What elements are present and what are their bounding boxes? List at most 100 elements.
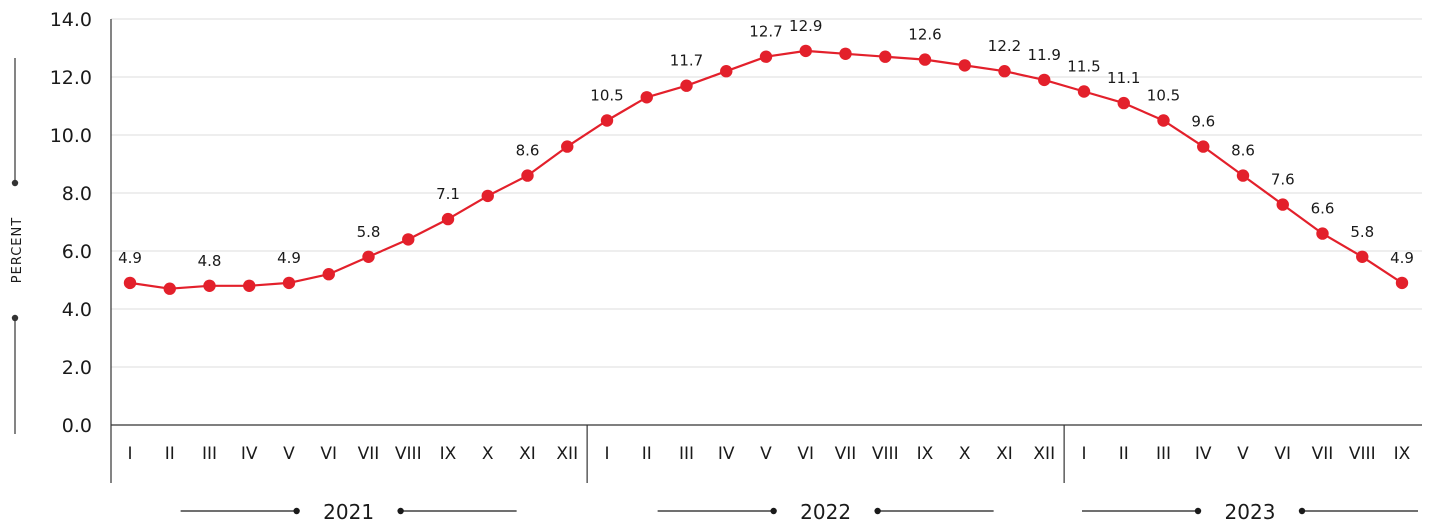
y-tick-label: 6.0	[62, 241, 92, 263]
x-tick-label: XI	[519, 444, 536, 464]
data-label: 8.6	[1231, 142, 1255, 160]
data-label: 12.2	[988, 37, 1021, 55]
data-point	[521, 169, 534, 182]
y-tick-label: 12.0	[50, 67, 92, 89]
y-tick-label: 8.0	[62, 183, 92, 205]
y-axis-label: PERCENT	[10, 217, 25, 283]
x-tick-label: I	[1081, 444, 1086, 464]
data-point	[203, 279, 216, 292]
data-point	[680, 79, 693, 92]
x-tick-label: II	[165, 444, 175, 464]
data-label: 10.5	[1147, 87, 1180, 105]
data-point	[322, 268, 335, 281]
data-point	[879, 50, 892, 63]
data-point	[1117, 96, 1130, 110]
year-rule-dot	[770, 507, 777, 515]
data-point	[362, 250, 375, 263]
y-tick-label: 4.0	[62, 299, 92, 321]
data-point	[163, 282, 176, 295]
data-point	[123, 276, 137, 290]
y-tick-label: 0.0	[62, 415, 92, 437]
year-rule-dot	[874, 507, 881, 515]
year-group: 2022	[657, 500, 994, 524]
x-tick-label: IX	[1394, 444, 1411, 464]
x-axis-years: 2021 2022 2023	[180, 425, 1418, 524]
x-tick-label: XII	[1033, 444, 1055, 464]
x-tick-label: VII	[358, 444, 380, 464]
data-label: 8.6	[516, 142, 540, 160]
x-tick-label: V	[1237, 444, 1249, 464]
data-point	[282, 276, 296, 290]
data-point	[998, 65, 1011, 78]
year-label: 2022	[800, 500, 851, 524]
x-tick-label: III	[202, 444, 217, 464]
data-label: 4.9	[118, 249, 142, 267]
data-point	[1276, 198, 1289, 211]
data-point	[759, 50, 773, 63]
x-tick-label: III	[679, 444, 694, 464]
data-label: 12.7	[749, 23, 782, 41]
x-tick-label: IX	[917, 444, 934, 464]
data-label: 11.5	[1067, 58, 1100, 76]
x-tick-label: XII	[556, 444, 578, 464]
data-point	[720, 65, 733, 78]
x-tick-label: VI	[320, 444, 337, 464]
data-label: 11.9	[1028, 46, 1061, 64]
data-label: 7.1	[436, 185, 460, 203]
x-tick-label: III	[1156, 444, 1171, 464]
y-tick-label: 10.0	[50, 125, 92, 147]
x-tick-label: IX	[440, 444, 457, 464]
year-rule-dot	[1298, 507, 1306, 515]
data-label: 7.6	[1271, 171, 1295, 189]
data-label: 12.6	[908, 26, 941, 44]
data-point	[441, 212, 455, 226]
data-point	[243, 279, 256, 292]
data-point	[1038, 73, 1051, 87]
data-label: 5.8	[357, 223, 381, 241]
y-axis-ticks: 0.0 2.0 4.0 6.0 8.0 10.0 12.0 14.0	[50, 9, 92, 437]
x-tick-label: X	[482, 444, 494, 464]
x-tick-label: VIII	[872, 444, 899, 464]
x-tick-label: V	[760, 444, 772, 464]
data-label: 4.9	[1390, 249, 1414, 267]
data-label: 4.9	[277, 249, 301, 267]
data-point	[918, 53, 932, 66]
data-point	[640, 91, 653, 104]
data-point	[1356, 250, 1369, 263]
axes	[110, 19, 1422, 483]
x-tick-label: V	[283, 444, 295, 464]
x-tick-label: VII	[1312, 444, 1334, 464]
data-point	[958, 59, 971, 72]
x-tick-label: VI	[1274, 444, 1291, 464]
data-label: 11.7	[670, 52, 703, 70]
data-point	[1316, 227, 1329, 240]
year-group: 2021	[180, 500, 517, 524]
year-label: 2023	[1225, 500, 1276, 524]
x-tick-label: II	[642, 444, 652, 464]
y-tick-label: 14.0	[50, 9, 92, 31]
data-point	[799, 44, 812, 58]
data-point	[1395, 276, 1409, 290]
x-tick-label: VII	[835, 444, 857, 464]
year-rule-dot	[397, 507, 404, 515]
year-rule-dot	[1194, 507, 1202, 515]
series-layer: 4.9 4.8 4.9 5.8 7.1 8.6 10.5 11.7 12.7 12.9 12.6 12…	[118, 17, 1414, 295]
data-point	[1077, 85, 1091, 98]
x-tick-label: I	[604, 444, 609, 464]
data-point	[1157, 114, 1170, 127]
x-tick-label: II	[1119, 444, 1129, 464]
data-point	[600, 114, 614, 127]
data-point	[1236, 169, 1250, 182]
data-point	[481, 189, 494, 203]
data-label: 10.5	[590, 87, 623, 105]
x-tick-label: VIII	[395, 444, 422, 464]
x-axis-month-ticks: I II III IV V VI VII VIII IX X XI XII I II III IV V VI VII…	[127, 444, 1410, 464]
data-label: 4.8	[198, 252, 222, 270]
x-tick-label: XI	[996, 444, 1013, 464]
x-tick-label: VIII	[1349, 444, 1376, 464]
data-point	[1197, 140, 1210, 153]
series-line	[129, 49, 1403, 290]
data-point	[839, 47, 852, 60]
data-point	[561, 140, 574, 153]
